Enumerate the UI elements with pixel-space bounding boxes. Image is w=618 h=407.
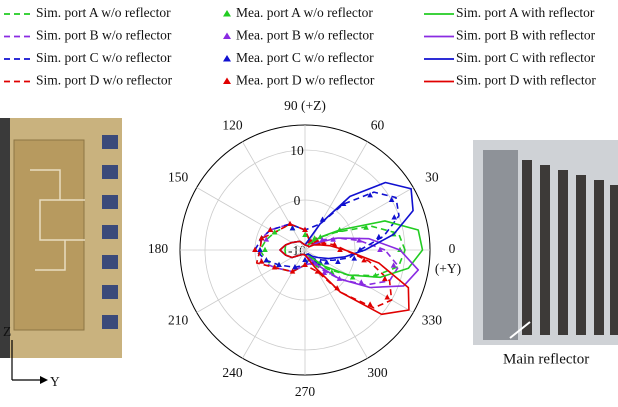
axis-annotation: (+Y) [435, 261, 461, 276]
legend: Sim. port A w/o reflector Sim. port B w/o… [4, 5, 596, 88]
figure: Z Y Main reflector -100100306090 (+Z)120… [0, 0, 618, 407]
theta-tick-label: 90 (+Z) [284, 98, 326, 113]
pattern-line [255, 192, 399, 267]
grid-spoke [197, 188, 305, 251]
photo-label: Y [50, 374, 60, 389]
theta-tick-label: 210 [168, 313, 189, 328]
legend-label: Sim. port A with reflector [456, 5, 595, 20]
legend-symbol [223, 78, 231, 85]
theta-tick-label: 60 [371, 117, 385, 132]
legend-label: Sim. port B with reflector [456, 28, 596, 43]
legend-symbol [223, 10, 231, 17]
legend-label: Mea. port A w/o reflector [236, 5, 373, 20]
legend-label: Sim. port C with reflector [456, 50, 596, 65]
legend-label: Mea. port D w/o reflector [236, 73, 375, 88]
data-marker [391, 214, 397, 219]
r-tick-label: 10 [290, 143, 304, 158]
legend-label: Sim. port D with reflector [456, 73, 596, 88]
grid-spoke [305, 142, 368, 250]
theta-tick-label: 0 [449, 241, 456, 256]
legend-symbol [223, 55, 231, 62]
data-marker [367, 301, 373, 306]
legend-label: Sim. port D w/o reflector [36, 73, 173, 88]
theta-tick-label: 270 [295, 384, 316, 399]
theta-tick-label: 240 [222, 365, 243, 380]
legend-label: Sim. port C w/o reflector [36, 50, 172, 65]
legend-label: Sim. port B w/o reflector [36, 28, 172, 43]
legend-label: Mea. port B w/o reflector [236, 28, 374, 43]
legend-label: Mea. port C w/o reflector [236, 50, 374, 65]
data-marker [376, 234, 382, 239]
grid-spoke [197, 250, 305, 313]
legend-symbol [223, 33, 231, 40]
data-marker [262, 247, 268, 252]
r-tick-label: 0 [294, 193, 301, 208]
theta-tick-label: 30 [425, 170, 439, 185]
theta-tick-label: 300 [367, 365, 388, 380]
data-marker [384, 294, 390, 299]
data-marker [287, 221, 293, 226]
photo-label: Z [3, 324, 11, 339]
photo-label: Main reflector [503, 351, 589, 367]
theta-tick-label: 150 [168, 170, 189, 185]
data-marker [257, 247, 263, 252]
legend-label: Sim. port A w/o reflector [36, 5, 171, 20]
theta-tick-label: 120 [222, 117, 243, 132]
data-marker [259, 258, 265, 263]
theta-tick-label: 180 [148, 241, 169, 256]
reflector-photo [473, 140, 618, 345]
data-marker [264, 257, 270, 262]
theta-tick-label: 330 [422, 313, 443, 328]
pcb-photo [0, 118, 122, 384]
